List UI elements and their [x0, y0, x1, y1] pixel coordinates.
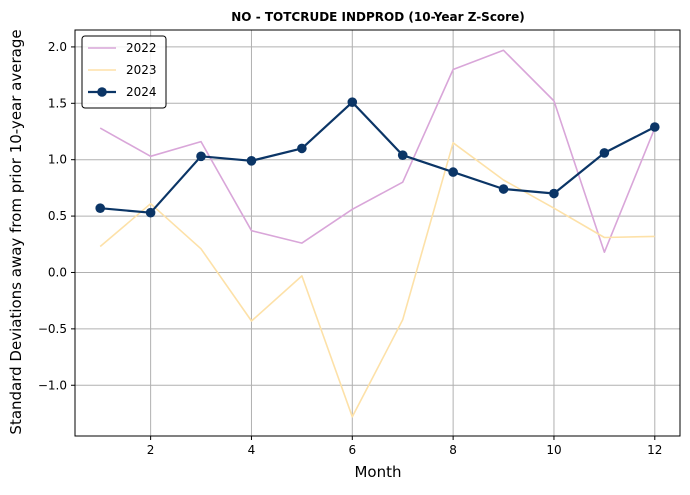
series-2024 — [95, 97, 660, 218]
legend-item-2024: 2024 — [88, 85, 157, 99]
data-point-2024 — [196, 151, 206, 162]
legend-label: 2024 — [126, 85, 157, 99]
x-tick-label: 4 — [248, 443, 256, 457]
y-tick-label: 1.0 — [48, 153, 67, 167]
plot-frame — [74, 29, 681, 437]
data-point-2024 — [246, 156, 257, 166]
y-tick-label: −0.5 — [38, 322, 67, 336]
data-point-2024 — [347, 97, 358, 107]
series-2023 — [99, 142, 655, 418]
series-layer — [95, 49, 660, 418]
data-point-2024 — [448, 167, 458, 177]
legend-item-2022: 2022 — [88, 41, 157, 55]
y-tick-label: 0.0 — [48, 265, 67, 279]
legend-item-2023: 2023 — [88, 63, 157, 77]
x-tick-label: 6 — [348, 443, 356, 457]
x-axis-label: Month — [354, 463, 401, 481]
legend-label: 2023 — [126, 63, 157, 77]
x-tick-label: 12 — [647, 443, 662, 457]
series-line-2022 — [99, 49, 656, 253]
legend-label: 2022 — [126, 41, 157, 55]
data-point-2024 — [498, 184, 509, 194]
data-point-2024 — [145, 207, 156, 218]
series-2022 — [99, 49, 656, 253]
x-tick-label: 10 — [546, 443, 561, 457]
y-tick-label: 1.5 — [48, 96, 67, 110]
x-tick-label: 8 — [449, 443, 457, 457]
grid — [75, 30, 680, 436]
chart-title: NO - TOTCRUDE INDPROD (10-Year Z-Score) — [231, 10, 524, 24]
data-point-2024 — [599, 148, 610, 158]
data-point-2024 — [397, 150, 408, 160]
legend-marker — [97, 87, 107, 97]
data-point-2024 — [297, 143, 307, 154]
y-tick-label: 2.0 — [48, 40, 67, 54]
y-axis-label: Standard Deviations away from prior 10-y… — [7, 29, 25, 434]
tick-layer: 2 4 6 8 10 12 −1.0 −0.5 0.0 0.5 1.0 1.5 2.0 — [38, 40, 663, 457]
legend: 2022 2023 2024 — [81, 35, 167, 109]
data-point-2024 — [649, 122, 660, 132]
x-tick-label: 2 — [147, 443, 155, 457]
data-point-2024 — [95, 203, 106, 213]
y-tick-label: 0.5 — [48, 209, 67, 223]
series-line-2023 — [99, 142, 655, 418]
y-tick-label: −1.0 — [38, 378, 67, 392]
series-line-2024 — [100, 101, 656, 214]
data-point-2024 — [549, 188, 559, 199]
